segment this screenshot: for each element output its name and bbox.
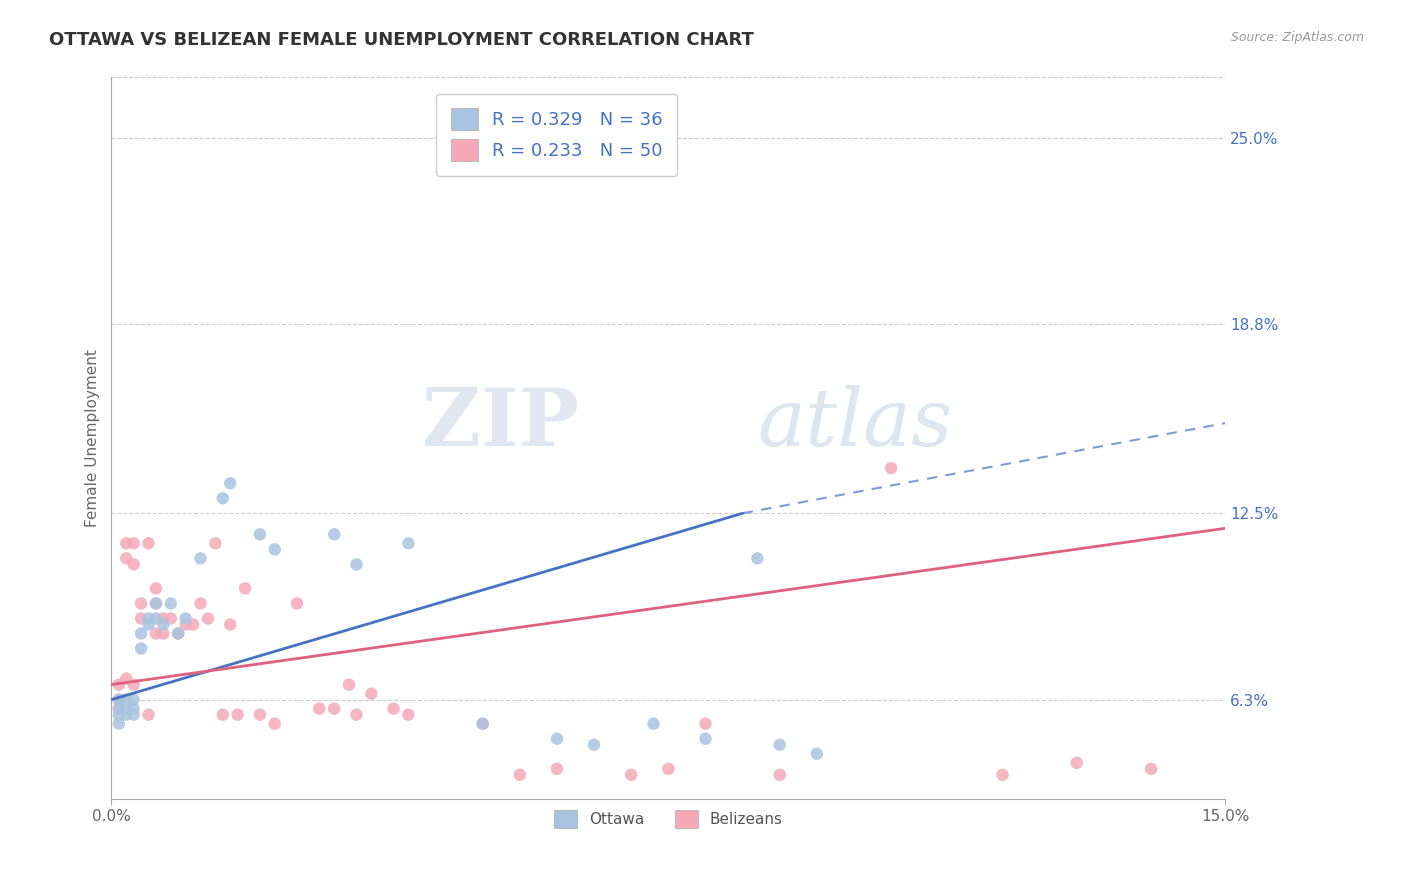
Point	[323, 527, 346, 541]
Point	[181, 617, 204, 632]
Point	[382, 701, 405, 715]
Point	[219, 617, 242, 632]
Point	[145, 597, 167, 611]
Point	[263, 716, 285, 731]
Point	[138, 707, 160, 722]
Point	[695, 731, 717, 746]
Point	[323, 701, 346, 715]
Text: Source: ZipAtlas.com: Source: ZipAtlas.com	[1230, 31, 1364, 45]
Point	[337, 677, 360, 691]
Point	[657, 762, 679, 776]
Point	[115, 551, 138, 566]
Point	[138, 611, 160, 625]
Point	[145, 582, 167, 596]
Point	[471, 716, 494, 731]
Point	[108, 701, 131, 715]
Point	[197, 611, 219, 625]
Point	[145, 611, 167, 625]
Point	[695, 716, 717, 731]
Point	[509, 768, 531, 782]
Point	[880, 461, 903, 475]
Point	[129, 626, 152, 640]
Point	[152, 617, 174, 632]
Point	[346, 707, 368, 722]
Point	[360, 687, 382, 701]
Point	[1066, 756, 1088, 770]
Point	[108, 692, 131, 706]
Point	[122, 677, 145, 691]
Point	[152, 611, 174, 625]
Point	[167, 626, 190, 640]
Point	[174, 611, 197, 625]
Point	[108, 692, 131, 706]
Point	[471, 716, 494, 731]
Point	[122, 701, 145, 715]
Point	[159, 611, 181, 625]
Point	[129, 597, 152, 611]
Point	[138, 536, 160, 550]
Point	[806, 747, 828, 761]
Point	[108, 707, 131, 722]
Text: OTTAWA VS BELIZEAN FEMALE UNEMPLOYMENT CORRELATION CHART: OTTAWA VS BELIZEAN FEMALE UNEMPLOYMENT C…	[49, 31, 754, 49]
Point	[190, 597, 212, 611]
Point	[108, 677, 131, 691]
Point	[249, 707, 271, 722]
Y-axis label: Female Unemployment: Female Unemployment	[86, 349, 100, 527]
Point	[211, 491, 233, 506]
Point	[769, 738, 792, 752]
Point	[769, 768, 792, 782]
Point	[263, 542, 285, 557]
Point	[115, 701, 138, 715]
Point	[115, 707, 138, 722]
Point	[285, 597, 308, 611]
Point	[643, 716, 665, 731]
Point	[167, 626, 190, 640]
Point	[233, 582, 256, 596]
Point	[249, 527, 271, 541]
Point	[122, 707, 145, 722]
Point	[398, 707, 420, 722]
Point	[129, 611, 152, 625]
Point	[308, 701, 330, 715]
Point	[546, 731, 568, 746]
Point	[145, 626, 167, 640]
Point	[346, 558, 368, 572]
Point	[108, 701, 131, 715]
Point	[115, 672, 138, 686]
Point	[122, 558, 145, 572]
Point	[152, 626, 174, 640]
Point	[620, 768, 643, 782]
Legend: Ottawa, Belizeans: Ottawa, Belizeans	[548, 804, 789, 835]
Point	[583, 738, 606, 752]
Point	[108, 716, 131, 731]
Point	[122, 536, 145, 550]
Point	[122, 692, 145, 706]
Point	[546, 762, 568, 776]
Point	[115, 692, 138, 706]
Text: ZIP: ZIP	[422, 384, 579, 463]
Point	[398, 536, 420, 550]
Point	[190, 551, 212, 566]
Point	[174, 617, 197, 632]
Point	[226, 707, 249, 722]
Text: atlas: atlas	[758, 385, 953, 462]
Point	[1140, 762, 1163, 776]
Point	[219, 476, 242, 491]
Point	[115, 536, 138, 550]
Point	[138, 617, 160, 632]
Point	[129, 641, 152, 656]
Point	[204, 536, 226, 550]
Point	[159, 597, 181, 611]
Point	[145, 597, 167, 611]
Point	[211, 707, 233, 722]
Point	[991, 768, 1014, 782]
Point	[747, 551, 769, 566]
